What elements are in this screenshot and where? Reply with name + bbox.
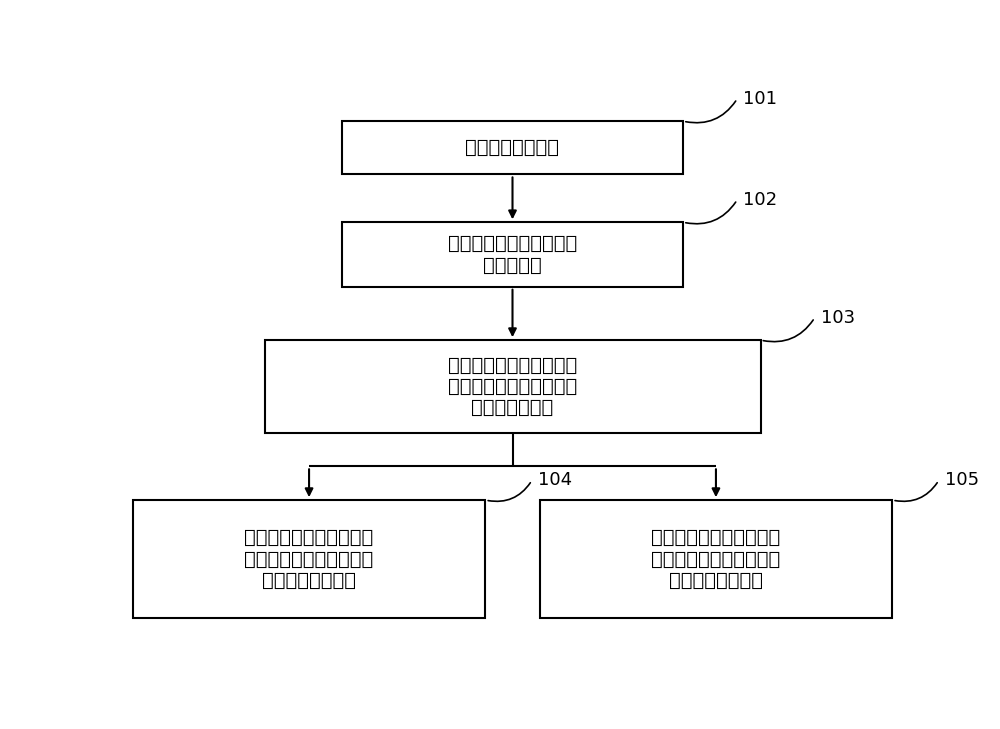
Text: 101: 101 — [743, 90, 777, 108]
Text: 102: 102 — [743, 191, 778, 208]
Text: 在机械到位检测后进行堆: 在机械到位检测后进行堆 — [448, 234, 577, 253]
FancyBboxPatch shape — [342, 222, 683, 286]
FancyBboxPatch shape — [264, 340, 761, 433]
FancyBboxPatch shape — [540, 500, 892, 618]
Text: 103: 103 — [821, 308, 855, 327]
Text: 转电压检测: 转电压检测 — [483, 256, 542, 275]
Text: 堆转电压检测结果进行阀: 堆转电压检测结果进行阀 — [448, 377, 577, 396]
Text: 105: 105 — [945, 472, 979, 489]
FancyBboxPatch shape — [133, 500, 485, 618]
Text: 根据机械到位检测结果与: 根据机械到位检测结果与 — [448, 356, 577, 375]
Text: 当机械到位信号与堆转电: 当机械到位信号与堆转电 — [244, 529, 374, 547]
Text: 104: 104 — [538, 472, 572, 489]
Text: 此时阀门到位正常: 此时阀门到位正常 — [262, 571, 356, 590]
FancyBboxPatch shape — [342, 121, 683, 174]
Text: 门到位信息判断: 门到位信息判断 — [471, 398, 554, 417]
Text: 当机械到位信号与堆转电: 当机械到位信号与堆转电 — [651, 529, 781, 547]
Text: 此时阀门到位正常: 此时阀门到位正常 — [669, 571, 763, 590]
Text: 压信号均检测到时，判断: 压信号均检测到时，判断 — [244, 550, 374, 569]
Text: 进行机械到位检测: 进行机械到位检测 — [466, 139, 560, 157]
Text: 压信号均检测到时，判断: 压信号均检测到时，判断 — [651, 550, 781, 569]
